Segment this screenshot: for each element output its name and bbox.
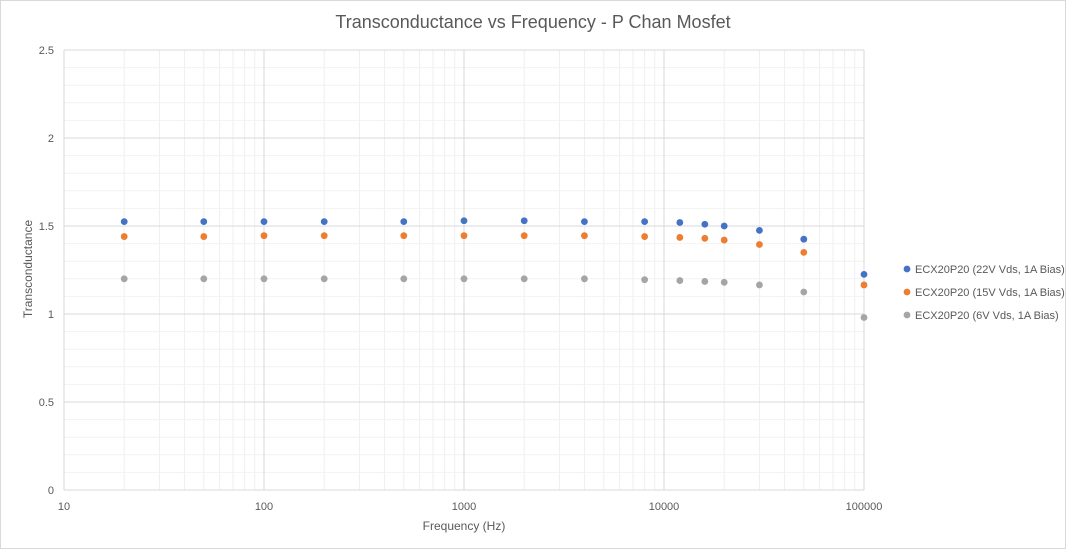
legend-label: ECX20P20 (22V Vds, 1A Bias) (915, 264, 1065, 276)
legend-marker (903, 311, 911, 319)
data-point (800, 288, 808, 296)
data-point (800, 235, 808, 243)
x-axis-title: Frequency (Hz) (423, 519, 506, 533)
data-point (120, 233, 128, 240)
data-point (260, 275, 268, 283)
y-tick-label: 1 (48, 309, 54, 321)
data-point (701, 220, 709, 228)
legend-marker (903, 288, 911, 296)
data-point (400, 275, 408, 283)
data-point (200, 233, 208, 240)
y-tick-label: 2 (48, 133, 54, 145)
data-point (756, 227, 763, 234)
data-point (641, 218, 649, 226)
data-point (460, 275, 468, 283)
data-point (676, 277, 684, 284)
data-point (260, 232, 268, 240)
data-point (756, 281, 763, 289)
y-tick-label: 1.5 (39, 221, 54, 233)
legend-marker (903, 265, 911, 273)
data-point (860, 314, 868, 321)
data-point (641, 276, 649, 284)
x-tick-label: 100000 (846, 501, 883, 513)
data-point (641, 233, 649, 240)
data-point (860, 271, 868, 278)
data-point (701, 278, 709, 285)
data-point (320, 232, 328, 240)
x-tick-label: 10 (58, 501, 70, 513)
data-point (400, 232, 408, 240)
data-point (756, 241, 763, 248)
legend-label: ECX20P20 (15V Vds, 1A Bias) (915, 287, 1065, 299)
y-tick-label: 0 (48, 485, 54, 497)
data-point (720, 222, 728, 230)
data-point (120, 218, 128, 226)
legend: ECX20P20 (22V Vds, 1A Bias) ECX20P20 (15V… (903, 264, 1065, 322)
data-point (520, 232, 528, 240)
data-point (460, 217, 468, 225)
data-point (320, 275, 328, 283)
x-tick-label: 1000 (452, 501, 476, 513)
y-tick-label: 2.5 (39, 45, 54, 57)
data-point (676, 234, 684, 241)
y-tick-label: 0.5 (39, 397, 54, 409)
data-point (860, 281, 868, 289)
data-point (200, 275, 208, 283)
data-point (800, 249, 808, 256)
data-point (581, 218, 588, 226)
data-point (520, 275, 528, 283)
data-point (520, 217, 528, 225)
data-point (720, 236, 728, 244)
grid-lines (63, 49, 865, 491)
data-point (581, 275, 588, 283)
data-point (200, 218, 208, 226)
data-point (581, 232, 588, 240)
data-point (460, 232, 468, 240)
axis-ticks: 10 100 1000 10000 100000 0 0.5 1 1.5 2 2.5 (39, 45, 883, 513)
data-point (701, 234, 709, 242)
data-point (260, 218, 268, 226)
data-point (120, 275, 128, 283)
y-axis-title: Transconductance (21, 220, 35, 319)
data-point (400, 218, 408, 226)
data-points (120, 217, 868, 321)
x-tick-label: 10000 (649, 501, 680, 513)
chart-title: Transconductance vs Frequency - P Chan M… (335, 12, 730, 32)
data-point (320, 218, 328, 226)
data-point (676, 219, 684, 226)
data-point (720, 278, 728, 286)
x-tick-label: 100 (255, 501, 273, 513)
legend-label: ECX20P20 (6V Vds, 1A Bias) (915, 310, 1059, 322)
